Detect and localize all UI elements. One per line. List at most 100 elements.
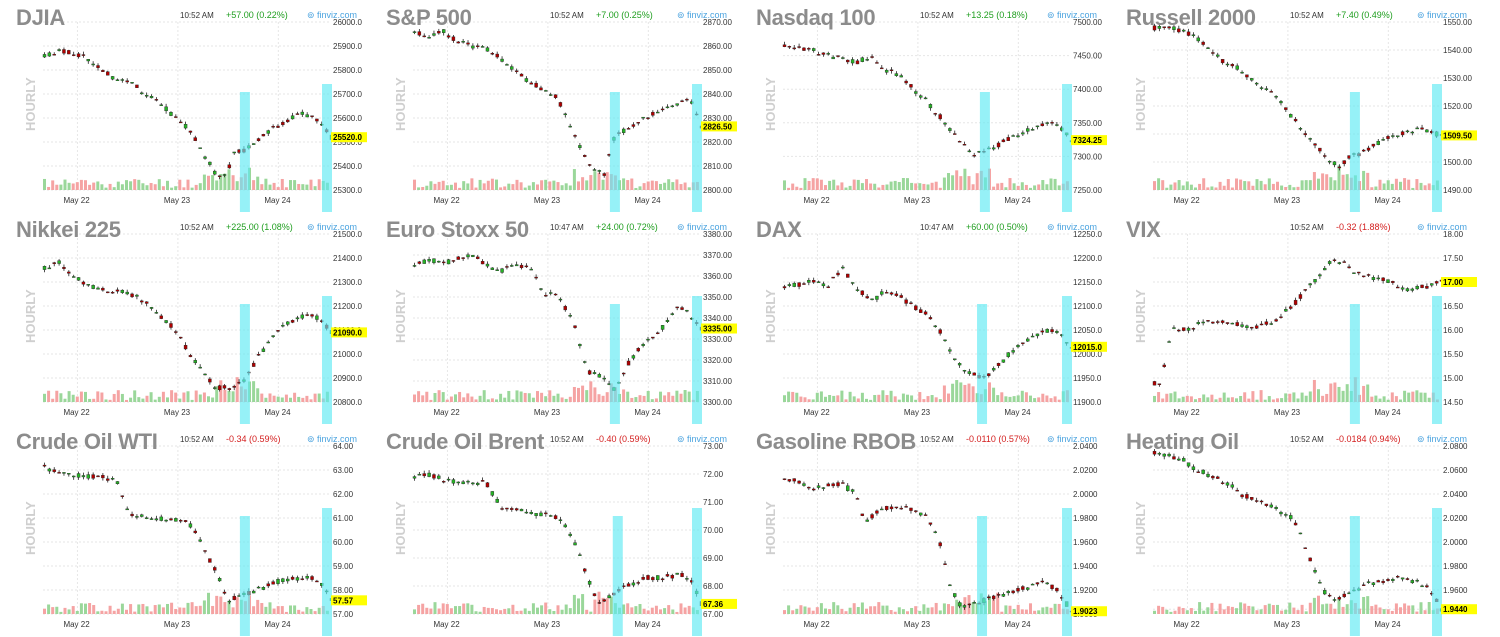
volume-bar	[852, 396, 856, 402]
volume-bar	[1280, 185, 1284, 190]
candle-body	[578, 554, 582, 556]
candle-body	[826, 286, 830, 288]
volume-bar	[934, 602, 938, 614]
finviz-link[interactable]: ⊚ finviz.com	[1047, 222, 1098, 232]
candle-body	[422, 35, 426, 38]
candle-body	[524, 511, 529, 514]
finviz-link[interactable]: ⊚ finviz.com	[307, 222, 358, 232]
change-value: +7.40 (0.49%)	[1336, 10, 1393, 20]
finviz-link[interactable]: ⊚ finviz.com	[307, 10, 358, 20]
volume-bar	[836, 605, 840, 614]
volume-bar	[182, 607, 186, 614]
finviz-link[interactable]: ⊚ finviz.com	[307, 434, 358, 444]
x-tick-label: May 23	[164, 408, 191, 417]
volume-bar	[174, 608, 178, 614]
volume-bar	[1382, 183, 1386, 190]
chart-panel[interactable]: 3300.00 3310.00 3320.00 3330.00 3340.00 3350.…	[370, 212, 740, 424]
volume-bar	[104, 187, 108, 190]
finviz-link[interactable]: ⊚ finviz.com	[1047, 434, 1098, 444]
chart-panel[interactable]: 25300.0 25400.0 25500.0 25600.0 25700.0 25800…	[0, 0, 370, 212]
volume-bar	[454, 394, 457, 402]
chart-panel[interactable]: 1.90001.92001.94001.96001.98002.00002.02…	[740, 424, 1110, 636]
candle-body	[894, 73, 899, 76]
volume-bar	[63, 179, 67, 190]
candle-body	[154, 518, 159, 521]
volume-bar	[1045, 395, 1049, 402]
volume-bar	[301, 184, 305, 190]
candle-body	[510, 66, 514, 70]
candle-body	[315, 315, 319, 320]
volume-bar	[178, 398, 182, 402]
volume-bar	[67, 182, 71, 190]
volume-bar	[630, 607, 634, 614]
finviz-link[interactable]: ⊚ finviz.com	[1047, 10, 1098, 20]
candle-body	[1157, 25, 1162, 29]
finviz-link[interactable]: ⊚ finviz.com	[677, 10, 728, 20]
chart-panel[interactable]: 1.94401.96001.98002.00002.02002.04002.06…	[1110, 424, 1480, 636]
volume-bar	[630, 397, 634, 402]
candle-body	[558, 298, 563, 301]
volume-bar	[1366, 596, 1370, 614]
candle-body	[1415, 286, 1419, 290]
volume-bar	[1415, 179, 1419, 190]
volume-bar	[284, 611, 288, 614]
chart-panel[interactable]: 2800.00 2810.00 2820.00 2830.00 2840.00 2850.…	[370, 0, 740, 212]
volume-bar	[92, 605, 96, 614]
finviz-link[interactable]: ⊚ finviz.com	[1417, 434, 1468, 444]
last-price-label: 25520.0	[333, 133, 362, 142]
volume-bar	[885, 395, 889, 402]
chart-panel[interactable]: 11900.0 11950.0 12000.0 12050.0 12100.0 12150…	[740, 212, 1110, 424]
candle-body	[514, 264, 519, 267]
chart-svg: 3300.003310.003320.003330.003340.003350.…	[393, 230, 737, 424]
finviz-link[interactable]: ⊚ finviz.com	[677, 434, 728, 444]
chart-panel[interactable]: 14.5015.0015.5016.0016.5017.0017.5018.00…	[1110, 212, 1480, 424]
candle-body	[797, 480, 801, 484]
timestamp: 10:52 AM	[180, 223, 214, 232]
candle-body	[1026, 587, 1030, 590]
volume-bar	[305, 184, 309, 190]
volume-bar	[1000, 611, 1004, 614]
chart-panel[interactable]: 7250.00 7300.00 7350.00 7400.00 7450.00 7500.…	[740, 0, 1110, 212]
chart-panel[interactable]: 20800.020900.021000.021100.021200.021300…	[0, 212, 370, 424]
volume-bar	[417, 604, 421, 614]
candle-body	[841, 482, 845, 484]
finviz-link[interactable]: ⊚ finviz.com	[677, 222, 728, 232]
chart-panel[interactable]: 57.00 58.00 59.00 60.00 61.00 62.00 63.00 64.00…	[0, 424, 370, 636]
candle-body	[1318, 147, 1322, 152]
finviz-link[interactable]: ⊚ finviz.com	[1417, 10, 1468, 20]
volume-bar	[1194, 610, 1197, 614]
candle-body	[850, 282, 855, 284]
volume-bar	[540, 180, 544, 190]
chart-panel[interactable]: 1490.001500.001510.001520.001530.001540.…	[1110, 0, 1480, 212]
candle-body	[568, 315, 572, 317]
volume-bar	[1020, 609, 1024, 614]
volume-bar	[108, 183, 112, 190]
candle-body	[836, 55, 840, 57]
volume-bar	[1037, 610, 1041, 614]
finviz-link[interactable]: ⊚ finviz.com	[1417, 222, 1468, 232]
candle-body	[1030, 335, 1035, 338]
volume-bar	[211, 397, 215, 402]
hourly-label: HOURLY	[1133, 501, 1148, 555]
volume-bar	[622, 178, 626, 190]
candle-body	[1167, 453, 1171, 457]
candle-body	[1371, 143, 1376, 147]
volume-bar	[437, 390, 441, 402]
volume-bar	[918, 183, 922, 190]
volume-bar	[79, 179, 83, 190]
candle-body	[836, 272, 840, 276]
chart-panel[interactable]: 67.00 68.00 69.00 70.00 71.00 72.00 73.00 HOURL…	[370, 424, 740, 636]
volume-bar	[667, 605, 671, 614]
candle-body	[286, 578, 290, 582]
volume-bar	[519, 610, 523, 614]
volume-bar	[63, 398, 67, 402]
volume-bar	[499, 187, 503, 190]
volume-bar	[211, 605, 215, 614]
candle-body	[1327, 594, 1332, 597]
candle-body	[471, 254, 475, 258]
candle-body	[213, 567, 217, 571]
candle-body	[417, 261, 422, 264]
candle-body	[670, 574, 675, 579]
candle-body	[846, 485, 850, 491]
candle-body	[208, 378, 212, 383]
